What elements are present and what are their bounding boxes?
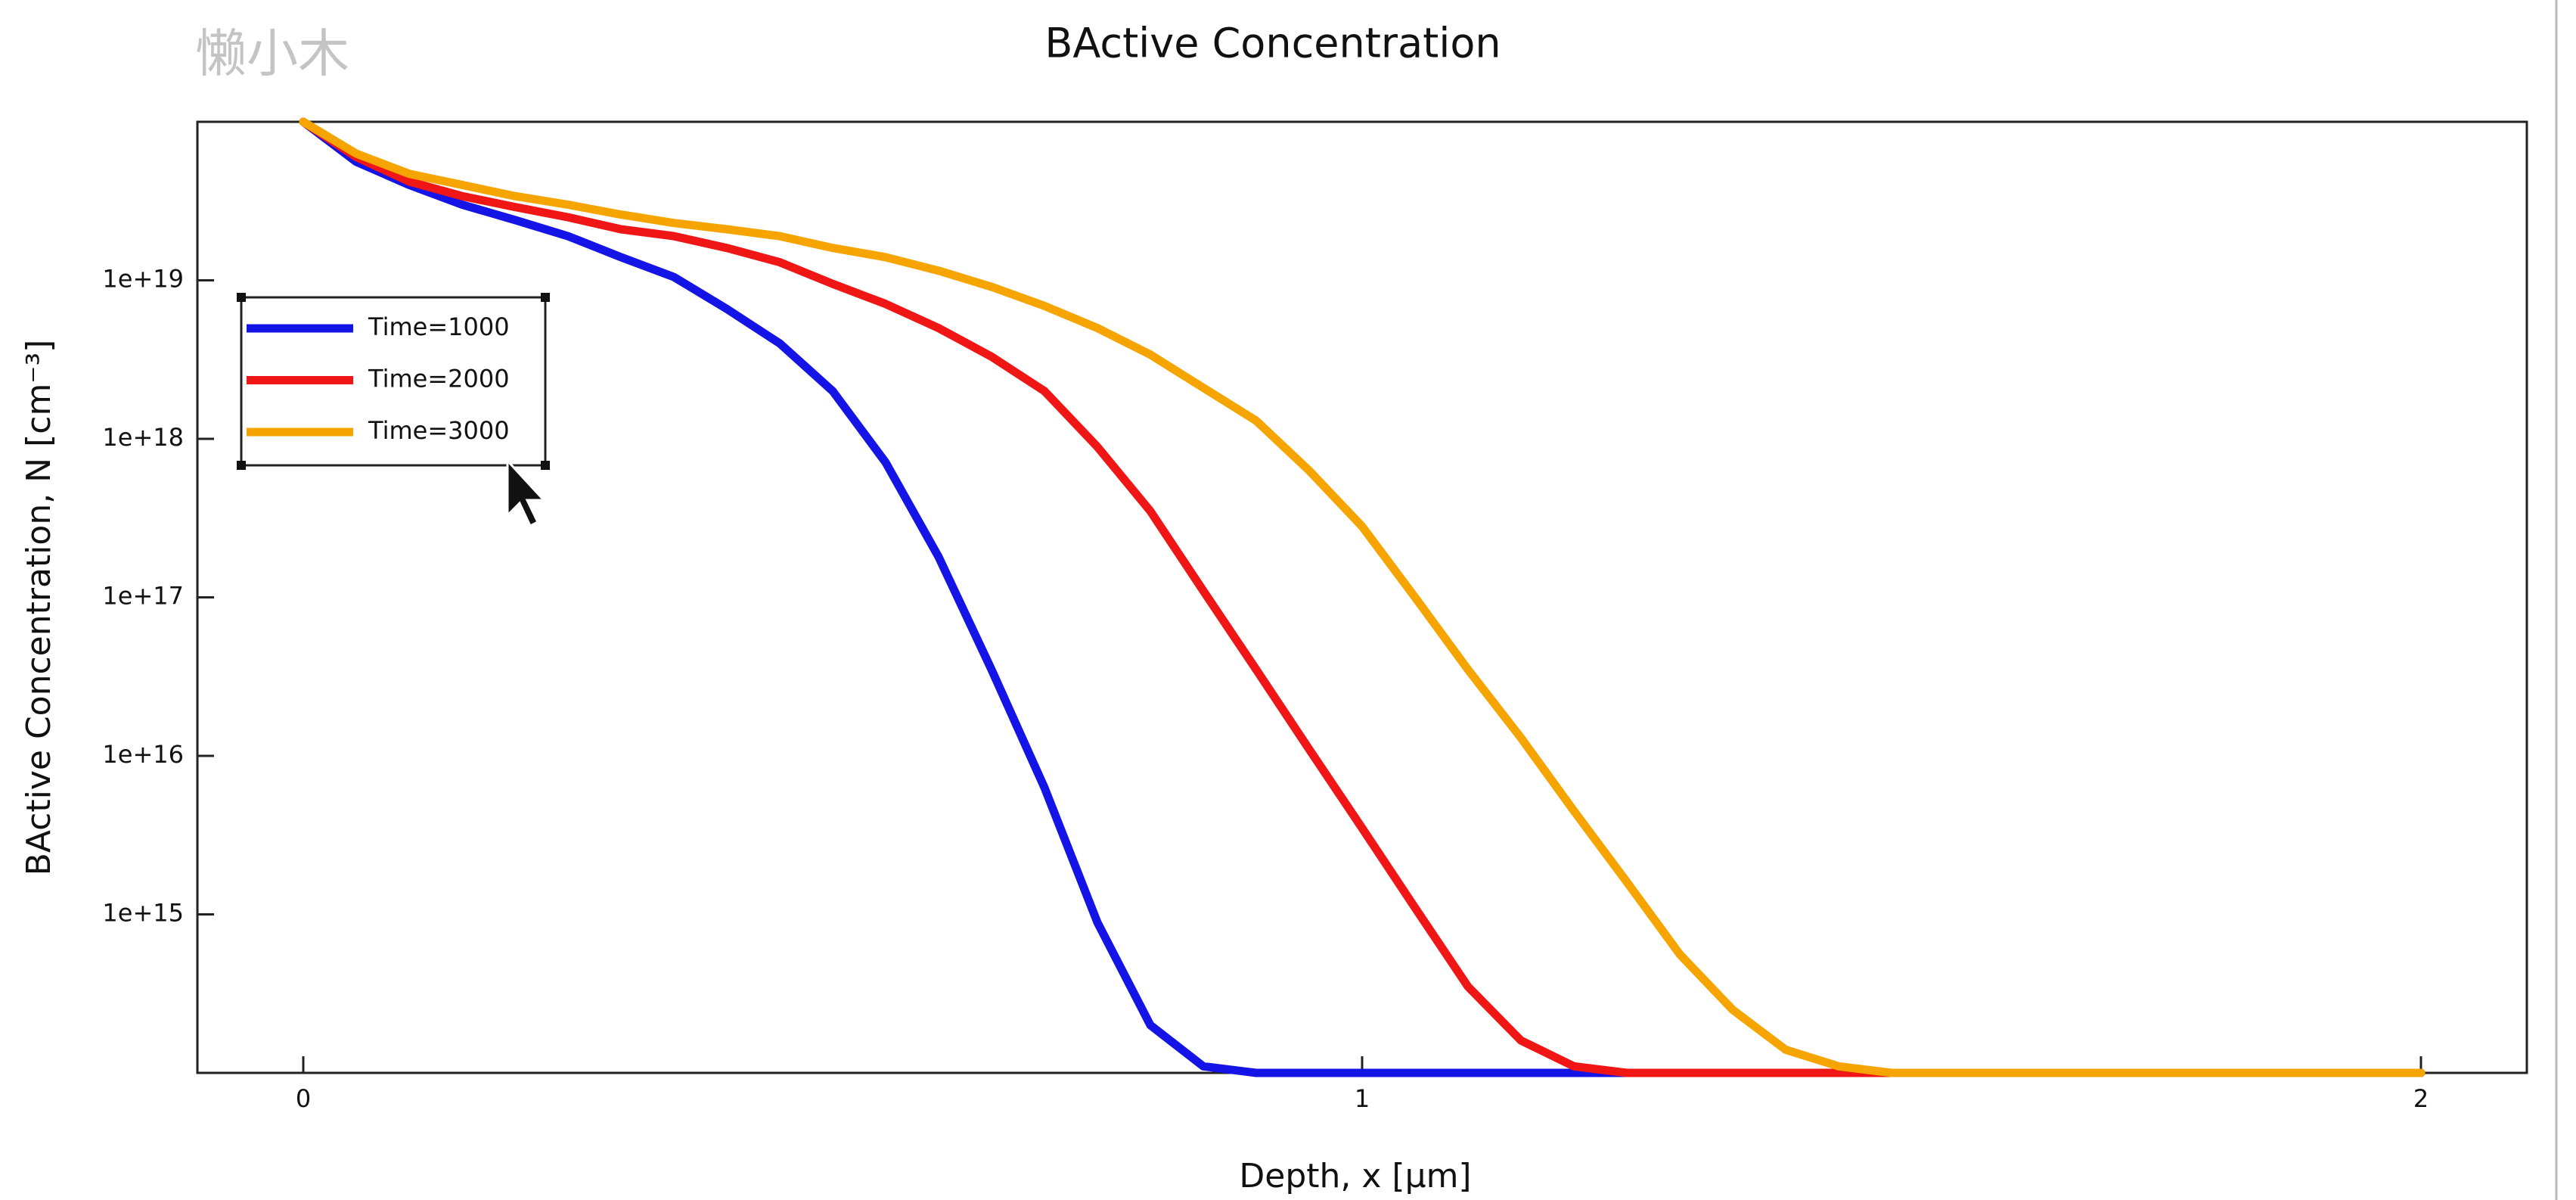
legend-label: Time=3000 bbox=[368, 416, 510, 445]
series-line bbox=[299, 117, 2425, 1077]
x-tick-label: 1 bbox=[1355, 1084, 1370, 1113]
legend-handle bbox=[237, 293, 246, 302]
series-line bbox=[299, 117, 2425, 1077]
mouse-cursor bbox=[506, 458, 547, 528]
legend: Time=1000 Time=2000 Time=3000 bbox=[237, 293, 550, 470]
chart-title: BActive Concentration bbox=[1044, 20, 1501, 67]
y-tick-label: 1e+18 bbox=[102, 423, 184, 452]
x-tick-label: 2 bbox=[2413, 1084, 2429, 1113]
x-tick-label: 0 bbox=[296, 1084, 311, 1113]
legend-label: Time=1000 bbox=[368, 312, 510, 341]
x-axis-label: Depth, x [µm] bbox=[1239, 1157, 1471, 1195]
y-tick-label: 1e+19 bbox=[102, 265, 184, 294]
legend-handle bbox=[541, 293, 550, 302]
y-tick-label: 1e+15 bbox=[102, 899, 184, 928]
watermark: 懒小木 bbox=[195, 25, 349, 85]
legend-label: Time=2000 bbox=[368, 365, 510, 393]
y-axis-label: BActive Concentration, N [cm⁻³] bbox=[20, 340, 58, 876]
legend-handle bbox=[541, 461, 550, 470]
legend-handle bbox=[237, 461, 246, 470]
y-tick-label: 1e+17 bbox=[102, 582, 184, 611]
y-tick-label: 1e+16 bbox=[102, 740, 184, 769]
